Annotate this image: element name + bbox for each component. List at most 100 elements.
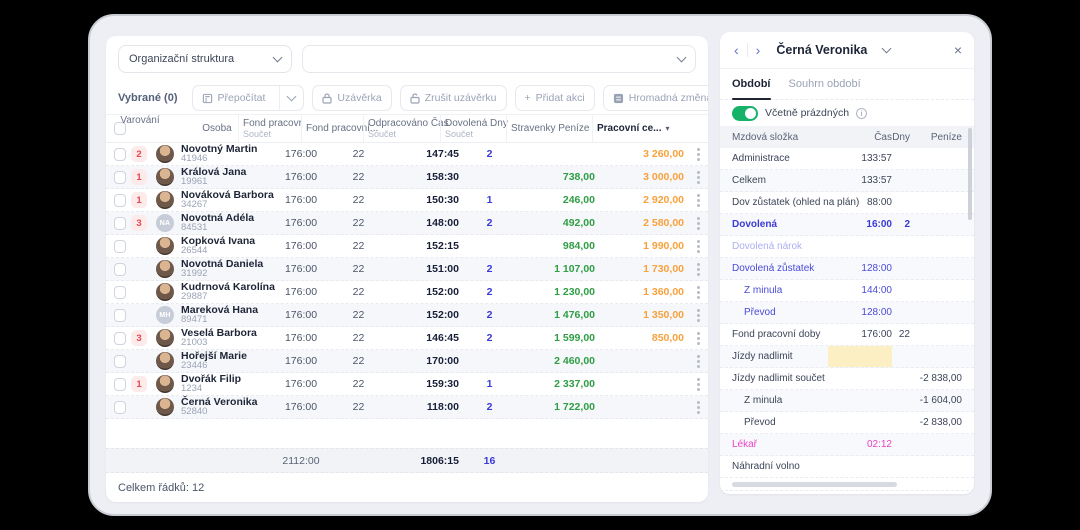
person-cell[interactable]: Novotný Martin 41946 (152, 143, 272, 165)
wage-component-row[interactable]: Náhradní volno (720, 456, 974, 478)
row-checkbox[interactable] (114, 216, 126, 230)
vertical-scrollbar[interactable] (968, 128, 972, 220)
close-panel-button[interactable]: × (953, 42, 962, 58)
org-structure-select[interactable]: Organizační struktura (118, 45, 292, 73)
person-cell[interactable]: Černá Veronika 52840 (152, 396, 272, 418)
person-select-chevron-icon[interactable] (881, 43, 892, 54)
column-vouchers[interactable]: Stravenky Peníze (506, 115, 592, 142)
wage-component-row[interactable]: Jízdy nadlimit (720, 346, 974, 368)
row-checkbox[interactable] (114, 239, 126, 253)
row-checkbox[interactable] (114, 400, 126, 414)
person-cell[interactable]: Nováková Barbora 34267 (152, 189, 274, 211)
row-checkbox[interactable] (114, 193, 126, 207)
wage-component-row[interactable]: Dov zůstatek (ohled na plán) 88:00 (720, 192, 974, 214)
include-empty-toggle[interactable] (732, 105, 758, 121)
kebab-icon (696, 382, 700, 386)
column-rate[interactable]: Pracovní ce... ▾ (592, 115, 684, 142)
row-menu-button[interactable] (688, 175, 708, 179)
wage-component-row[interactable]: Převod 128:00 (720, 302, 974, 324)
wage-component-row[interactable]: Dovolená zůstatek 128:00 (720, 258, 974, 280)
wage-component-row[interactable]: Z minula 144:00 (720, 280, 974, 302)
component-time: 88:00 (866, 197, 892, 208)
vouchers-cell: 1 476,00 (554, 309, 595, 321)
row-menu-button[interactable] (688, 198, 708, 202)
cancel-closure-button[interactable]: Zrušit uzávěrku (399, 85, 507, 111)
row-checkbox[interactable] (114, 354, 126, 368)
row-menu-button[interactable] (688, 267, 708, 271)
row-menu-button[interactable] (688, 313, 708, 317)
row-menu-button[interactable] (688, 382, 708, 386)
row-checkbox[interactable] (114, 285, 126, 299)
row-checkbox[interactable] (114, 147, 126, 161)
row-menu-button[interactable] (688, 336, 708, 340)
wage-component-row[interactable]: Z minula -1 604,00 (720, 390, 974, 412)
row-checkbox[interactable] (114, 308, 126, 322)
rate-cell: 1 990,00 (643, 240, 684, 252)
component-name: Dovolená (732, 219, 778, 230)
wage-component-row[interactable]: Fond pracovní doby 176:00 22 (720, 324, 974, 346)
avatar (156, 260, 174, 278)
tab-obdobi[interactable]: Období (732, 69, 771, 100)
person-cell[interactable]: Kudrnová Karolína 29887 (152, 281, 275, 303)
wage-component-row[interactable]: Dovolená nárok (720, 236, 974, 258)
person-cell[interactable]: Hořejší Marie 23446 (152, 350, 272, 372)
prev-person-button[interactable]: ‹ (734, 42, 739, 58)
component-money (910, 170, 962, 191)
row-menu-button[interactable] (688, 359, 708, 363)
component-money (910, 324, 962, 345)
closure-button[interactable]: Uzávěrka (312, 85, 392, 111)
component-days (892, 434, 910, 455)
component-days: 2 (904, 219, 910, 230)
recalculate-button[interactable]: Přepočítat (191, 85, 305, 111)
component-name: Náhradní volno (732, 461, 800, 472)
column-fund-hours[interactable]: Fond pracovr Součet (238, 115, 302, 142)
recalculate-dropdown-button[interactable] (279, 86, 303, 110)
next-person-button[interactable]: › (755, 42, 761, 58)
bulk-change-button[interactable]: Hromadná změna předpisu (602, 85, 708, 111)
wage-component-row[interactable]: Lékař 02:12 (720, 434, 974, 456)
row-checkbox[interactable] (114, 170, 126, 184)
component-money: -2 838,00 (919, 417, 962, 428)
row-checkbox[interactable] (114, 377, 126, 391)
component-time: 144:00 (861, 285, 892, 296)
wage-component-row[interactable]: Dovolená 16:00 2 (720, 214, 974, 236)
wage-component-row[interactable]: Převod -2 838,00 (720, 412, 974, 434)
person-cell[interactable]: Dvořák Filip 1234 (152, 373, 272, 395)
wage-component-row[interactable]: Celkem 133:57 (720, 170, 974, 192)
scrollbar-thumb[interactable] (732, 481, 897, 487)
table-row: Hořejší Marie 23446 176:00 22 170:00 2 4… (106, 350, 708, 373)
person-cell[interactable]: NA Novotná Adéla 84531 (152, 212, 272, 234)
row-menu-button[interactable] (688, 152, 708, 156)
select-all-checkbox[interactable] (114, 122, 126, 135)
add-action-button[interactable]: + Přidat akci (514, 85, 595, 111)
row-checkbox[interactable] (114, 262, 126, 276)
org-filter-input[interactable] (302, 45, 696, 73)
person-cell[interactable]: MH Mareková Hana 89471 (152, 304, 272, 326)
component-days: 22 (898, 329, 910, 340)
person-cell[interactable]: Novotná Daniela 31992 (152, 258, 272, 280)
warning-badge: 1 (131, 376, 147, 392)
row-count-footer: Celkem řádků: 12 (118, 481, 205, 494)
column-vacation[interactable]: Dovolená Dny Součet (440, 115, 508, 142)
component-days (892, 456, 910, 477)
column-worked[interactable]: Odpracováno Čas Součet (363, 115, 449, 142)
column-fund-days[interactable]: Fond pracovní... (301, 115, 378, 142)
table-row: Kopková Ivana 26544 176:00 22 152:15 984… (106, 235, 708, 258)
person-cell[interactable]: Kopková Ivana 26544 (152, 235, 272, 257)
wage-component-row[interactable]: Administrace 133:57 (720, 148, 974, 170)
row-menu-button[interactable] (688, 244, 708, 248)
person-id: 29887 (181, 291, 208, 302)
person-cell[interactable]: Králová Jana 19961 (152, 166, 272, 188)
row-menu-button[interactable] (688, 221, 708, 225)
row-checkbox[interactable] (114, 331, 126, 345)
person-cell[interactable]: Veselá Barbora 21003 (152, 327, 272, 349)
column-warning[interactable]: Varování (120, 115, 160, 126)
row-menu-button[interactable] (688, 290, 708, 294)
chevron-down-icon (272, 52, 283, 63)
horizontal-scrollbar[interactable] (720, 478, 974, 491)
wage-component-row[interactable]: Jízdy nadlimit součet -2 838,00 (720, 368, 974, 390)
row-menu-button[interactable] (688, 405, 708, 409)
tab-souhrn-obdobi[interactable]: Souhrn období (788, 78, 861, 90)
add-action-label: Přidat akci (535, 92, 585, 104)
column-person[interactable]: Osoba (202, 123, 232, 134)
